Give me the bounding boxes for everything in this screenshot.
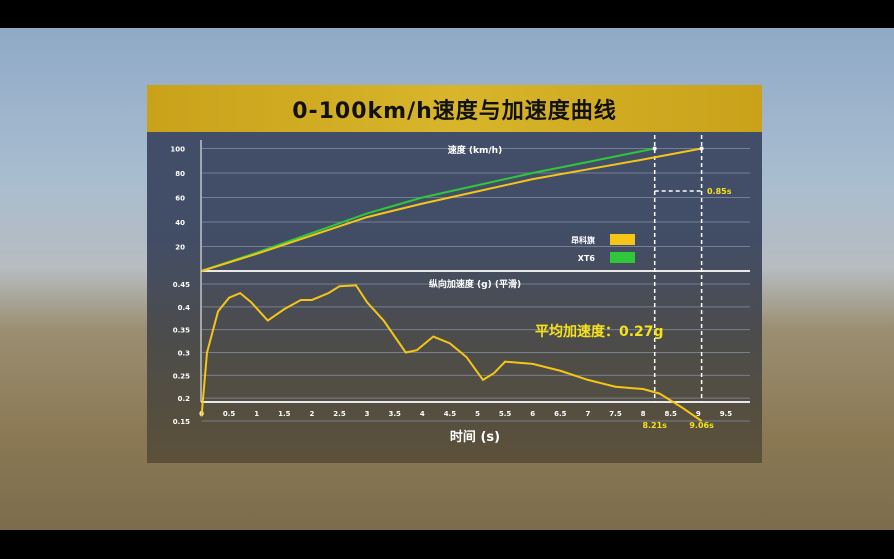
legend-swatch [610,252,635,263]
accel-tick-label: 0.35 [173,327,190,335]
accel-tick-label: 0.3 [178,350,191,358]
x-tick-label: 5.5 [499,410,512,418]
accel-tick-label: 0.25 [173,372,190,380]
speed-chart-title: 速度 (km/h) [448,144,502,156]
x-tick-label: 7.5 [609,410,622,418]
avg-accel-annotation: 平均加速度：0.27g [535,323,664,340]
x-tick-label: 8.5 [664,410,677,418]
accel-tick-label: 0.4 [178,304,191,312]
x-tick-label: 6.5 [554,410,567,418]
speed-tick-label: 20 [175,244,185,252]
speed-line-XT6 [201,147,655,272]
speed-tick-label: 40 [175,219,185,227]
x-tick-label: 0.5 [223,410,236,418]
accel-tick-label: 0.45 [173,281,190,289]
x-tick-label: 2 [309,410,314,418]
x-tick-label: 5 [475,410,480,418]
accel-chart-title: 纵向加速度 (g) (平滑) [429,278,521,290]
endpoint-dot [699,146,704,151]
x-tick-label: 7 [585,410,590,418]
speed-tick-label: 60 [175,195,185,203]
x-tick-label: 9 [696,410,701,418]
accel-tick-label: 0.15 [173,418,190,426]
x-axis-label: 时间 (s) [450,429,500,445]
x-tick-label: 4.5 [444,410,457,418]
x-tick-label: 3 [365,410,370,418]
legend-label: 昂科旗 [571,235,595,245]
accel-line [200,284,703,422]
x-tick-label: 6 [530,410,535,418]
legend-swatch [610,234,635,245]
speed-line-昂科旗 [201,147,702,272]
x-tick-label: 2.5 [333,410,346,418]
gap-annotation: 0.85s [707,187,732,196]
speed-tick-label: 100 [170,146,185,154]
x-tick-label: 9.5 [720,410,733,418]
speed-tick-label: 80 [175,170,185,178]
legend-label: XT6 [578,254,596,263]
x-tick-label: 1 [254,410,259,418]
x-tick-label: 1.5 [278,410,291,418]
chart-title: 0-100km/h速度与加速度曲线 [147,85,762,132]
time-marker-label: 9.06s [689,421,714,430]
accel-tick-label: 0.2 [178,395,191,403]
x-tick-label: 4 [420,410,425,418]
time-marker-label: 8.21s [642,421,667,430]
endpoint-dot [652,146,657,151]
x-tick-label: 3.5 [388,410,401,418]
x-tick-label: 8 [641,410,646,418]
